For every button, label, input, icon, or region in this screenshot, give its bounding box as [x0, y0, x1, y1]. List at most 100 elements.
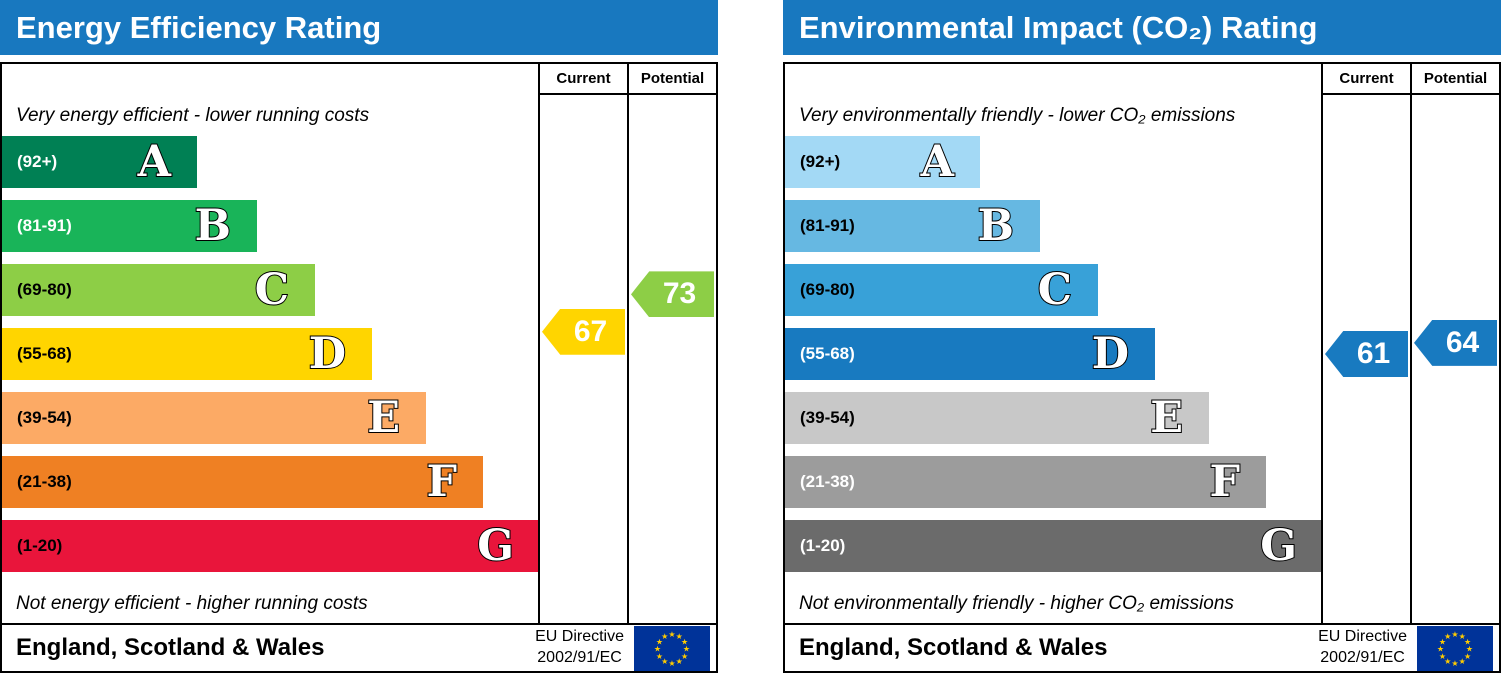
- band-letter: G: [1259, 520, 1298, 572]
- band-g: (1-20) G: [2, 520, 540, 572]
- column-divider: [627, 95, 629, 623]
- band-letter: B: [194, 200, 232, 252]
- current-rating-arrow: 67: [542, 308, 625, 355]
- header-spacer: [785, 64, 1321, 95]
- eu-directive-line1: EU Directive: [535, 628, 624, 646]
- svg-text:★: ★: [681, 651, 688, 660]
- footer-region-label: England, Scotland & Wales: [16, 634, 325, 661]
- potential-rating-value: 73: [662, 277, 697, 311]
- band-range-label: (1-20): [17, 536, 63, 555]
- table-footer: England, Scotland & Wales EU Directive 2…: [785, 623, 1499, 671]
- svg-text:★: ★: [1459, 631, 1466, 640]
- eu-directive-label: EU Directive 2002/91/EC: [535, 627, 624, 669]
- eu-flag-icon: ★ ★★ ★★★ ★★★ ★★★: [634, 625, 710, 671]
- column-divider: [1321, 95, 1323, 623]
- svg-text:★: ★: [1466, 644, 1473, 653]
- svg-text:★: ★: [1451, 659, 1458, 668]
- band-a: (92+) A: [785, 136, 980, 188]
- column-header-current: Current: [1321, 64, 1410, 95]
- band-letter: C: [1037, 264, 1073, 316]
- svg-text:★: ★: [676, 631, 683, 640]
- band-range-label: (21-38): [17, 472, 72, 491]
- current-rating-arrow: 61: [1325, 331, 1408, 377]
- environmental-impact-panel: Environmental Impact (CO₂) Rating Curren…: [783, 0, 1501, 673]
- svg-text:★: ★: [681, 637, 688, 646]
- band-e: (39-54) E: [785, 392, 1209, 444]
- band-c: (69-80) C: [2, 264, 315, 316]
- table-header-row: Current Potential: [785, 64, 1499, 95]
- band-letter: C: [254, 264, 290, 316]
- band-range-label: (21-38): [800, 472, 855, 491]
- column-header-potential: Potential: [627, 64, 716, 95]
- svg-text:★: ★: [683, 644, 690, 653]
- current-rating-value: 61: [1356, 337, 1391, 370]
- column-header-potential: Potential: [1410, 64, 1499, 95]
- band-a: (92+) A: [2, 136, 197, 188]
- top-caption: Very energy efficient - lower running co…: [16, 104, 370, 126]
- column-header-current: Current: [538, 64, 627, 95]
- band-letter: E: [366, 392, 401, 444]
- band-range-label: (81-91): [800, 216, 855, 235]
- band-letter: G: [476, 520, 515, 572]
- svg-text:★: ★: [1464, 637, 1471, 646]
- band-range-label: (55-68): [800, 344, 855, 363]
- band-range-label: (69-80): [800, 280, 855, 299]
- svg-text:★: ★: [654, 644, 661, 653]
- potential-rating-arrow: 64: [1414, 319, 1497, 366]
- table-body: Very energy efficient - lower running co…: [2, 95, 716, 623]
- energy-efficiency-panel: Energy Efficiency Rating Current Potenti…: [0, 0, 718, 673]
- eu-directive-line2: 2002/91/EC: [537, 649, 622, 666]
- svg-text:★: ★: [1451, 630, 1458, 639]
- band-letter: A: [137, 136, 172, 188]
- panel-title: Energy Efficiency Rating: [0, 0, 718, 55]
- table-header-row: Current Potential: [2, 64, 716, 95]
- band-g: (1-20) G: [785, 520, 1323, 572]
- eu-directive-line1: EU Directive: [1318, 628, 1407, 646]
- svg-text:★: ★: [661, 631, 668, 640]
- eu-directive-label: EU Directive 2002/91/EC: [1318, 627, 1407, 669]
- table-footer: England, Scotland & Wales EU Directive 2…: [2, 623, 716, 671]
- header-spacer: [2, 64, 538, 95]
- band-b: (81-91) B: [785, 200, 1040, 252]
- band-letter: F: [425, 456, 458, 508]
- band-letter: A: [920, 136, 955, 188]
- svg-text:★: ★: [661, 657, 668, 666]
- column-divider: [1410, 95, 1412, 623]
- table-body: Very environmentally friendly - lower CO…: [785, 95, 1499, 623]
- band-range-label: (39-54): [17, 408, 72, 427]
- band-b: (81-91) B: [2, 200, 257, 252]
- eu-flag-icon: ★ ★★ ★★★ ★★★ ★★★: [1417, 625, 1493, 671]
- band-range-label: (69-80): [17, 280, 72, 299]
- potential-rating-arrow: 73: [631, 271, 714, 318]
- band-range-label: (92+): [17, 152, 58, 171]
- band-range-label: (92+): [800, 152, 841, 171]
- band-letter: D: [1091, 328, 1130, 380]
- svg-text:★: ★: [656, 637, 663, 646]
- band-d: (55-68) D: [785, 328, 1155, 380]
- svg-text:★: ★: [1444, 657, 1451, 666]
- band-letter: F: [1208, 456, 1241, 508]
- band-letter: B: [977, 200, 1015, 252]
- svg-text:★: ★: [676, 657, 683, 666]
- band-range-label: (39-54): [800, 408, 855, 427]
- potential-rating-value: 64: [1445, 325, 1480, 359]
- eu-directive-line2: 2002/91/EC: [1320, 649, 1405, 666]
- bottom-caption: Not energy efficient - higher running co…: [16, 592, 368, 614]
- band-d: (55-68) D: [2, 328, 372, 380]
- band-c: (69-80) C: [785, 264, 1098, 316]
- panel-title: Environmental Impact (CO₂) Rating: [783, 0, 1501, 55]
- top-caption: Very environmentally friendly - lower CO…: [799, 104, 1236, 126]
- svg-text:★: ★: [1444, 631, 1451, 640]
- band-range-label: (1-20): [800, 536, 846, 555]
- band-f: (21-38) F: [2, 456, 483, 508]
- svg-text:★: ★: [1439, 651, 1446, 660]
- band-letter: E: [1149, 392, 1184, 444]
- column-divider: [538, 95, 540, 623]
- svg-text:★: ★: [1437, 644, 1444, 653]
- footer-region-label: England, Scotland & Wales: [799, 634, 1108, 661]
- svg-text:★: ★: [1459, 657, 1466, 666]
- band-range-label: (55-68): [17, 344, 72, 363]
- bottom-caption: Not environmentally friendly - higher CO…: [799, 592, 1234, 614]
- svg-text:★: ★: [668, 659, 675, 668]
